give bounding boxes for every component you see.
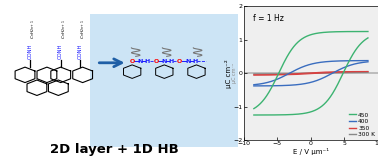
Text: $C_nH_{2n+1}$: $C_nH_{2n+1}$ xyxy=(79,20,87,39)
Text: μC cm⁻²: μC cm⁻² xyxy=(232,62,237,82)
Text: CONH: CONH xyxy=(77,43,82,59)
Y-axis label: μC cm⁻²: μC cm⁻² xyxy=(225,59,232,88)
Text: CONH: CONH xyxy=(27,43,32,59)
Text: H: H xyxy=(168,59,174,64)
Text: H: H xyxy=(192,59,197,64)
Text: H: H xyxy=(144,59,150,64)
Text: O: O xyxy=(153,59,159,64)
Text: O: O xyxy=(130,59,135,64)
Text: 2D layer + 1D HB: 2D layer + 1D HB xyxy=(50,143,179,156)
Text: $C_nH_{2n+1}$: $C_nH_{2n+1}$ xyxy=(60,20,68,39)
Text: f = 1 Hz: f = 1 Hz xyxy=(253,14,284,24)
Text: $C_nH_{2n+1}$: $C_nH_{2n+1}$ xyxy=(29,20,37,39)
Bar xyxy=(90,14,245,147)
Legend: 450, 400, 350, 300 K: 450, 400, 350, 300 K xyxy=(349,112,375,137)
Text: N: N xyxy=(186,59,191,64)
Text: O: O xyxy=(177,59,183,64)
X-axis label: E / V μm⁻¹: E / V μm⁻¹ xyxy=(293,148,329,155)
Text: CONH: CONH xyxy=(58,43,63,59)
Text: N: N xyxy=(138,59,143,64)
Text: N: N xyxy=(162,59,167,64)
